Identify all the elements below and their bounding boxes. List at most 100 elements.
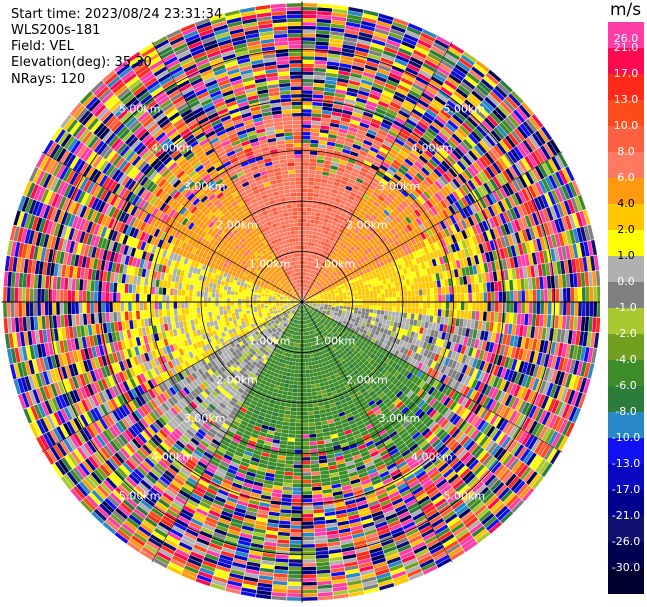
velocity-gate xyxy=(417,98,430,108)
velocity-gate xyxy=(342,148,351,155)
velocity-gate xyxy=(272,489,283,494)
velocity-gate xyxy=(457,144,468,155)
velocity-gate xyxy=(354,293,359,297)
velocity-gate xyxy=(286,445,295,450)
velocity-gate xyxy=(302,574,317,579)
velocity-gate xyxy=(422,202,431,211)
velocity-gate xyxy=(316,26,331,31)
velocity-gate xyxy=(361,291,366,296)
velocity-gate xyxy=(410,86,423,96)
velocity-gate xyxy=(423,190,431,200)
velocity-gate xyxy=(302,41,316,45)
velocity-gate xyxy=(384,274,390,280)
velocity-gate xyxy=(277,535,290,540)
velocity-gate xyxy=(396,302,401,307)
velocity-gate xyxy=(362,295,366,299)
velocity-gate xyxy=(394,316,399,323)
velocity-gate xyxy=(340,55,354,62)
velocity-gate xyxy=(272,588,287,593)
velocity-gate xyxy=(310,143,319,148)
velocity-gate xyxy=(436,66,450,77)
velocity-gate xyxy=(473,128,485,140)
velocity-gate xyxy=(404,296,408,302)
velocity-gate xyxy=(310,384,316,389)
velocity-gate xyxy=(293,468,302,473)
velocity-gate xyxy=(303,283,305,288)
velocity-gate xyxy=(329,122,340,128)
velocity-gate xyxy=(410,313,415,320)
velocity-gate xyxy=(322,102,333,108)
velocity-gate xyxy=(382,140,393,148)
velocity-gate xyxy=(318,256,322,261)
velocity-gate xyxy=(429,49,444,59)
velocity-gate xyxy=(345,232,351,238)
velocity-gate xyxy=(290,536,302,541)
velocity-gate xyxy=(370,163,380,171)
velocity-gate xyxy=(312,250,316,255)
velocity-gate xyxy=(385,154,395,163)
velocity-gate xyxy=(325,238,330,244)
velocity-gate xyxy=(346,18,362,25)
velocity-gate xyxy=(431,273,437,281)
velocity-gate xyxy=(475,283,480,293)
velocity-gate xyxy=(315,45,329,50)
velocity-cells xyxy=(3,3,600,601)
velocity-gate xyxy=(382,219,389,226)
velocity-gate xyxy=(565,315,571,330)
velocity-gate xyxy=(418,155,429,164)
velocity-gate xyxy=(332,251,338,256)
velocity-gate xyxy=(430,288,434,295)
velocity-gate xyxy=(322,427,330,433)
velocity-gate xyxy=(328,46,342,52)
velocity-gate xyxy=(359,150,368,157)
velocity-gate xyxy=(369,46,384,54)
velocity-gate xyxy=(292,483,302,488)
velocity-gate xyxy=(302,241,306,246)
velocity-gate xyxy=(362,298,367,302)
velocity-gate xyxy=(309,445,318,450)
velocity-gate xyxy=(414,198,423,207)
velocity-gate xyxy=(355,216,362,223)
velocity-gate xyxy=(466,275,472,285)
velocity-gate xyxy=(434,302,438,309)
velocity-gate xyxy=(314,291,318,294)
velocity-gate xyxy=(365,60,379,68)
velocity-gate xyxy=(326,223,332,228)
velocity-gate xyxy=(322,167,330,173)
velocity-gate xyxy=(395,286,400,292)
velocity-gate xyxy=(309,430,316,434)
velocity-gate xyxy=(302,234,306,238)
velocity-gate xyxy=(302,388,307,393)
velocity-gate xyxy=(519,123,532,137)
velocity-gate xyxy=(402,280,407,286)
velocity-gate xyxy=(322,171,330,176)
velocity-gate xyxy=(302,536,315,541)
velocity-gate xyxy=(308,358,312,362)
velocity-gate xyxy=(438,163,448,173)
velocity-gate xyxy=(316,367,321,372)
velocity-gate xyxy=(532,302,537,314)
velocity-gate xyxy=(298,370,302,374)
velocity-gate xyxy=(419,295,423,302)
velocity-gate xyxy=(360,79,373,86)
velocity-gate xyxy=(449,302,454,310)
velocity-gate xyxy=(369,309,374,314)
velocity-gate xyxy=(448,286,453,294)
velocity-gate xyxy=(464,293,469,302)
velocity-gate xyxy=(400,323,406,330)
velocity-gate xyxy=(291,510,302,514)
velocity-gate xyxy=(305,222,311,227)
velocity-gate xyxy=(367,283,372,288)
velocity-gate xyxy=(287,391,293,396)
velocity-gate xyxy=(394,138,405,147)
velocity-gate xyxy=(398,192,406,201)
velocity-gate xyxy=(337,260,342,265)
velocity-gate xyxy=(468,293,473,302)
velocity-gate xyxy=(377,297,382,302)
velocity-gate xyxy=(492,88,505,101)
velocity-gate xyxy=(352,248,358,254)
velocity-gate xyxy=(403,226,410,234)
velocity-gate xyxy=(376,285,381,290)
velocity-gate xyxy=(345,21,361,28)
velocity-gate xyxy=(416,206,425,215)
